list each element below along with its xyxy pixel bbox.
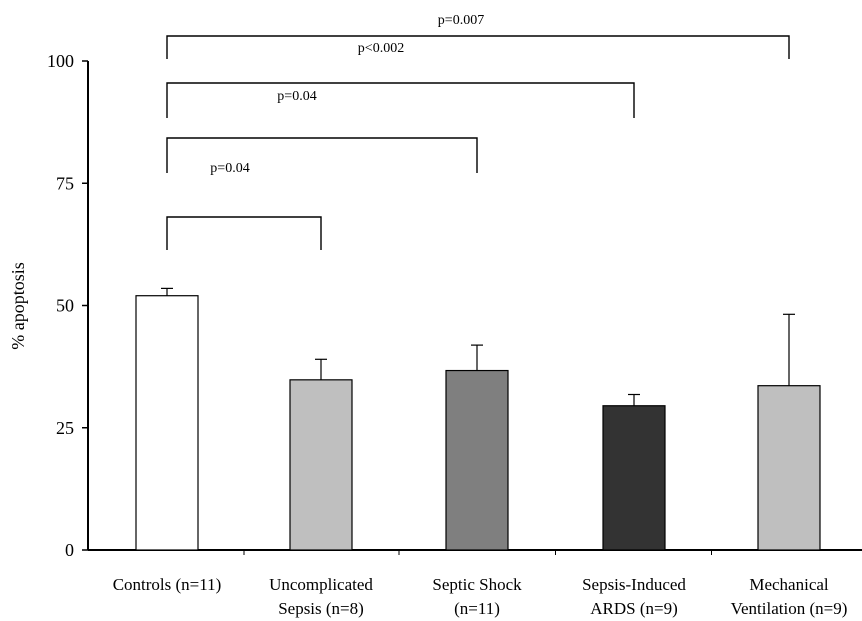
- y-tick-label: 0: [65, 540, 74, 560]
- x-tick-label: Septic Shock (n=11): [432, 575, 522, 618]
- error-bars: [161, 287, 795, 406]
- bar: [757, 385, 821, 551]
- x-tick-label-line: Sepsis-Induced: [582, 575, 686, 594]
- p-value-label: p=0.04: [277, 89, 316, 104]
- p-value-label: p=0.007: [438, 13, 484, 28]
- bar: [445, 369, 509, 551]
- x-tick-label-line: Uncomplicated: [269, 575, 373, 594]
- y-tick-label: 75: [56, 173, 74, 193]
- x-tick-label-line: Ventilation (n=9): [731, 599, 848, 618]
- x-tick-label: Mechanical Ventilation (n=9): [731, 575, 848, 618]
- bar: [135, 295, 199, 551]
- bars: [135, 295, 821, 551]
- y-tick-label: 25: [56, 418, 74, 438]
- significance-bracket: [166, 137, 478, 173]
- x-tick-label: Uncomplicated Sepsis (n=8): [269, 575, 373, 618]
- p-value-label: p<0.002: [358, 41, 404, 56]
- x-tick-label-line: ARDS (n=9): [590, 599, 678, 618]
- x-tick-label-line: Septic Shock: [432, 575, 522, 594]
- bar: [289, 379, 353, 551]
- bar: [602, 405, 666, 551]
- significance-bracket: [166, 216, 322, 250]
- x-tick-label: Controls (n=11): [113, 575, 222, 594]
- significance-bracket: [166, 35, 790, 59]
- y-tick-labels: 0 25 50 75 100: [47, 51, 74, 560]
- significance-bracket: [166, 82, 635, 118]
- y-tick-label: 50: [56, 296, 74, 316]
- x-tick-label-line: Sepsis (n=8): [278, 599, 364, 618]
- y-axis-label: % apoptosis: [8, 262, 28, 350]
- y-tick-label: 100: [47, 51, 74, 71]
- x-tick-label-line: Mechanical: [749, 575, 829, 594]
- significance-brackets: p=0.04 p=0.04 p<0.002 p=0.007: [166, 13, 790, 250]
- x-tick-labels: Controls (n=11) Uncomplicated Sepsis (n=8)…: [113, 575, 848, 618]
- x-tick-label-line: (n=11): [454, 599, 500, 618]
- p-value-label: p=0.04: [210, 161, 249, 176]
- x-tick-label: Sepsis-Induced ARDS (n=9): [582, 575, 686, 618]
- x-tick-label-line: Controls (n=11): [113, 575, 222, 594]
